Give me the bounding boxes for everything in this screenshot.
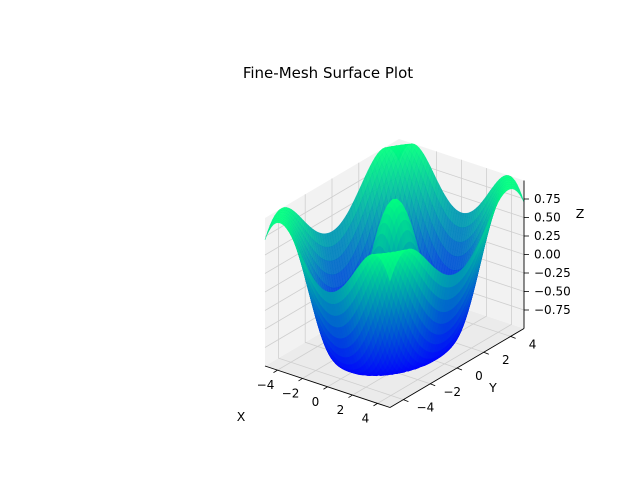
x-tick-mark — [273, 369, 278, 373]
z-tick-label: 0.50 — [534, 211, 561, 225]
x-tick-mark — [323, 386, 328, 390]
z-tick-label: −0.50 — [534, 285, 571, 299]
y-tick-label: 2 — [502, 353, 510, 367]
z-tick-label: 0.25 — [534, 229, 561, 243]
grid-line-x — [377, 176, 512, 404]
surface-mesh — [264, 143, 525, 376]
y-tick-mark — [403, 399, 409, 402]
x-tick-mark — [373, 403, 378, 407]
x-tick-mark — [298, 378, 303, 382]
x-tick-label: 4 — [362, 411, 370, 425]
y-tick-mark — [510, 336, 516, 339]
x-tick-label: 0 — [312, 395, 320, 409]
x-tick-label: 2 — [337, 403, 345, 417]
y-tick-mark — [456, 367, 463, 371]
x-axis-label: X — [237, 409, 246, 424]
z-tick-label: 0.75 — [534, 192, 561, 206]
y-tick-label: 0 — [475, 369, 483, 383]
tick-labels: −4 −2 0 2 4 −4 −2 0 2 4 −0.75 −0.50 −0.25 0.00 0.25 0.5… — [257, 192, 571, 425]
grid-line-y — [277, 210, 404, 400]
surface-cell — [387, 267, 393, 282]
y-tick-label: −4 — [417, 401, 435, 415]
y-tick-mark — [430, 383, 436, 387]
z-tick-label: −0.75 — [534, 303, 571, 317]
x-tick-label: −4 — [257, 378, 275, 392]
z-axis-label: Z — [576, 206, 585, 221]
x-tick-mark — [348, 394, 353, 398]
x-tick-label: −2 — [282, 386, 300, 400]
y-axis-label: Y — [488, 380, 497, 395]
z-tick-label: 0.00 — [534, 248, 561, 262]
y-tick-label: −2 — [443, 385, 461, 399]
y-tick-label: 4 — [529, 337, 537, 351]
y-tick-mark — [483, 351, 489, 355]
axis-lines — [264, 180, 529, 408]
chart-title: Fine-Mesh Surface Plot — [243, 64, 413, 82]
z-tick-label: −0.25 — [534, 266, 571, 280]
